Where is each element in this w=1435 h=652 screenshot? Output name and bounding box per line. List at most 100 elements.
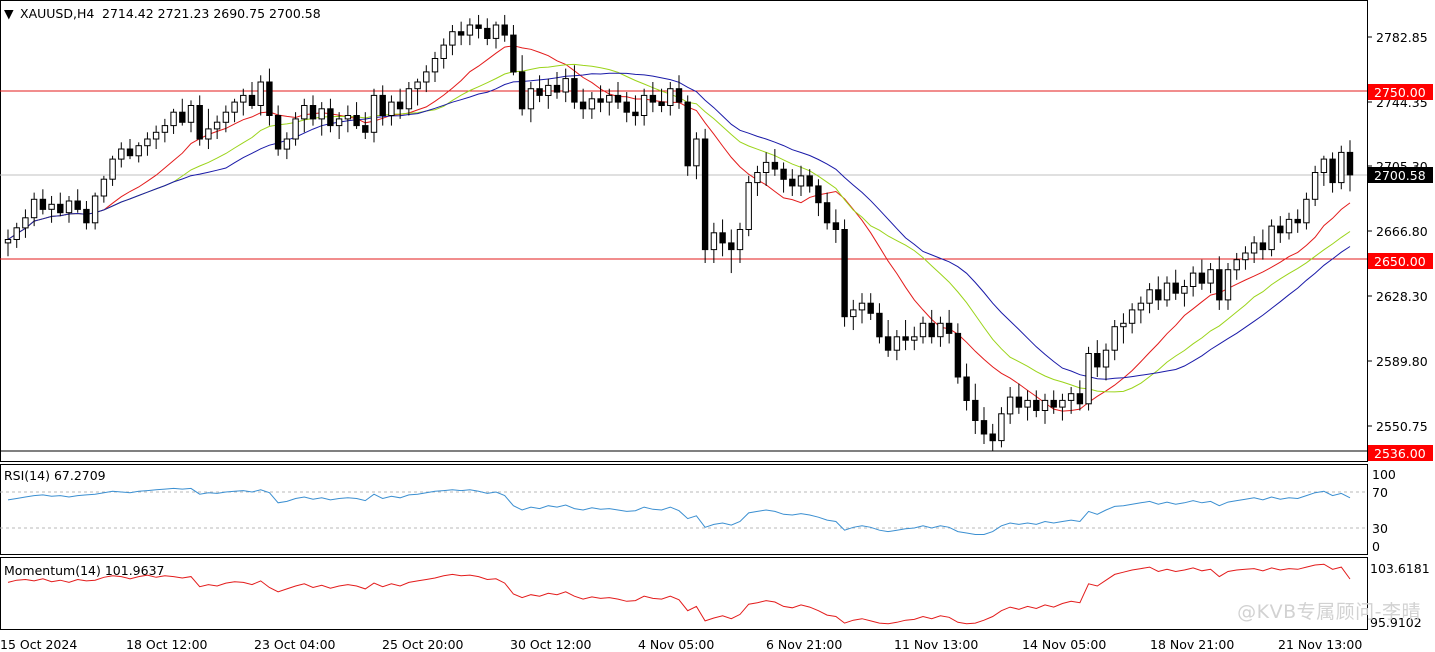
candle-body <box>327 108 334 127</box>
candle-body <box>1085 353 1092 405</box>
candle <box>658 88 665 113</box>
candle <box>179 98 186 126</box>
candle <box>1277 216 1284 243</box>
candle <box>4 229 12 257</box>
candle <box>806 169 813 193</box>
candle <box>1207 263 1214 294</box>
rsi-line-group <box>7 487 1351 535</box>
candle <box>240 88 247 116</box>
level-tag-text-2650: 2650.00 <box>1374 254 1426 269</box>
candle <box>144 132 151 156</box>
candle-body <box>1303 198 1310 224</box>
candle-body <box>745 182 752 231</box>
candle-body <box>736 229 744 251</box>
candle <box>597 85 604 113</box>
candle-body <box>1277 225 1284 234</box>
candle <box>893 330 901 361</box>
candle-body <box>1189 272 1197 288</box>
watermark-text: @KVB专属顾问-李晴 <box>1237 601 1421 623</box>
candle <box>937 316 944 347</box>
candle <box>457 21 465 46</box>
candle-body <box>998 413 1005 442</box>
candle <box>65 195 73 223</box>
candle <box>1163 276 1171 307</box>
candle <box>527 82 535 123</box>
momentum-line <box>7 563 1351 625</box>
candle <box>248 82 256 109</box>
candle <box>1259 229 1267 260</box>
candle-body <box>475 24 482 29</box>
level-tag-text-2750: 2750.00 <box>1374 85 1426 100</box>
price-tick-5: 2628.30 <box>1376 289 1428 304</box>
candle <box>222 105 230 133</box>
candle-body <box>649 94 657 103</box>
candle-body <box>858 302 866 311</box>
candle-body <box>187 105 195 123</box>
candle-body <box>893 336 901 351</box>
candle <box>1015 383 1023 414</box>
candle <box>919 316 927 344</box>
candle-body <box>606 94 613 103</box>
time-tick-9: 14 Nov 05:00 <box>1022 637 1106 652</box>
candle-body <box>640 94 648 117</box>
price-tick-7: 2550.75 <box>1376 419 1428 434</box>
momentum-tick-bottom: 95.9102 <box>1370 615 1422 630</box>
candle <box>719 219 726 257</box>
candle-body <box>1224 269 1232 301</box>
candle-body <box>850 309 857 318</box>
candle <box>362 112 369 139</box>
candle <box>48 195 55 223</box>
candle-body <box>292 118 299 140</box>
candle-body <box>353 115 360 127</box>
candle <box>745 175 752 237</box>
time-axis: 15 Oct 2024 18 Oct 12:00 23 Oct 04:00 25… <box>0 637 1362 652</box>
candle <box>911 326 918 351</box>
candle-body <box>144 138 151 147</box>
candle-body <box>701 138 709 251</box>
candle <box>283 132 291 160</box>
candle-body <box>762 161 770 173</box>
candle <box>353 102 360 129</box>
candle-body <box>135 145 142 157</box>
candle-body <box>632 111 639 117</box>
candle <box>492 21 500 49</box>
candle <box>797 165 805 196</box>
candle <box>1155 276 1162 310</box>
candle <box>449 25 456 56</box>
candle <box>335 112 343 139</box>
candle <box>789 169 796 196</box>
candle <box>440 38 447 69</box>
candle <box>675 75 683 109</box>
candle <box>388 95 395 126</box>
candle-body <box>1120 322 1127 328</box>
candle <box>954 323 962 384</box>
candle <box>405 82 413 116</box>
level-tag-2650: 2650.00 <box>1368 253 1433 269</box>
candle <box>1067 387 1075 414</box>
candle <box>858 293 866 324</box>
candle <box>614 82 622 109</box>
candle <box>161 118 169 143</box>
candle-body <box>13 227 20 241</box>
candle-body <box>501 24 508 36</box>
candle <box>963 363 970 411</box>
candle-body <box>1311 172 1319 200</box>
level-tag-text-2536: 2536.00 <box>1374 446 1426 461</box>
price-tick-4: 2666.80 <box>1376 224 1428 239</box>
candle-body <box>1033 399 1040 411</box>
momentum-line-group <box>7 563 1351 625</box>
candle <box>649 82 657 113</box>
candle-body <box>1294 218 1301 224</box>
candle <box>309 95 317 126</box>
candle-body <box>213 121 221 130</box>
momentum-panel-frame <box>0 557 1368 630</box>
candle <box>274 105 282 156</box>
candle <box>100 175 108 203</box>
candle <box>13 222 20 248</box>
candle <box>1250 236 1258 264</box>
candle-body <box>257 81 264 106</box>
rsi-tick-0: 0 <box>1372 539 1380 554</box>
candle-body <box>1006 396 1014 415</box>
candle <box>1094 340 1101 377</box>
candle-body <box>1198 272 1206 284</box>
